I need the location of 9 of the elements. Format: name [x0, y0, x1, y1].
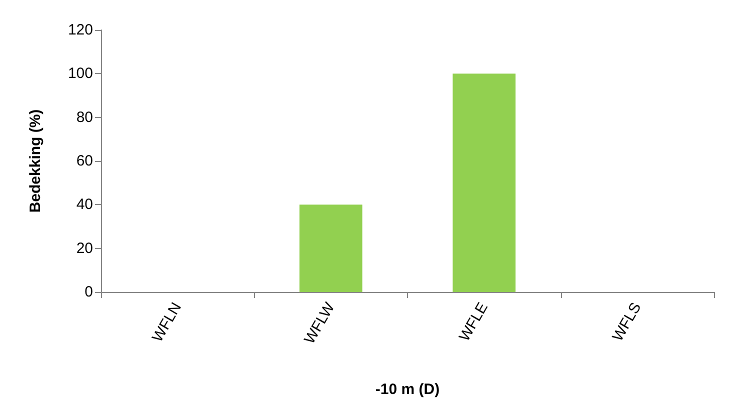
y-axis-title: Bedekking (%): [27, 109, 44, 213]
y-tick-label: 20: [76, 240, 93, 257]
y-tick-label: 120: [68, 22, 93, 38]
x-axis-title: -10 m (D): [375, 381, 440, 398]
y-tick-label: 0: [84, 284, 93, 300]
y-tick-label: 40: [76, 196, 93, 214]
y-tick-label: 80: [76, 108, 93, 126]
y-tick-label: 100: [68, 65, 93, 82]
y-tick-label: 60: [76, 152, 93, 170]
